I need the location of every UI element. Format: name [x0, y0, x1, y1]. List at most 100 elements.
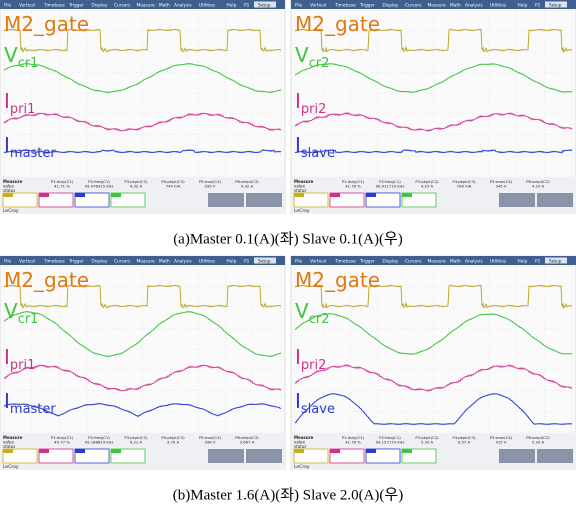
menu-item: P1: [535, 2, 541, 8]
menu-item: Help: [227, 258, 237, 264]
menu-item: P1: [244, 258, 250, 264]
measure-value: 99.188814 kHz: [85, 440, 114, 445]
measure-value: 5.33 A: [532, 440, 545, 445]
menu-item: File: [4, 258, 12, 264]
channel-tab: [111, 449, 121, 453]
signal-label-sub: pri1: [10, 102, 35, 117]
channel-tab: [330, 193, 340, 197]
menu-item: Vertical: [19, 258, 35, 264]
measure-value: 40.77 %: [54, 440, 70, 445]
measure-value: 4.23 A: [421, 184, 434, 189]
measure-value: 41.76 %: [345, 440, 361, 445]
measure-value: 3.667 A: [240, 440, 255, 445]
measure-value: 4.32 A: [130, 184, 143, 189]
brand: LeCroy: [294, 208, 310, 214]
measure-value: 41.71 %: [54, 184, 70, 189]
menu-item: Display: [92, 258, 108, 264]
measure-value: 99.976415 kHz: [85, 184, 114, 189]
menu-item: Setup: [549, 2, 562, 8]
menu-item: Timebase: [334, 258, 356, 264]
menu-item: Utilities: [490, 2, 507, 8]
timebase-box: [499, 449, 535, 463]
measure-value: 99.157173 kHz: [376, 440, 405, 445]
trigger-box: [537, 193, 573, 207]
menu-item: P1: [244, 2, 250, 8]
menu-item: Math: [450, 258, 461, 264]
signal-label-main: V: [4, 43, 18, 67]
menu-item: Math: [159, 258, 170, 264]
channel-tab: [294, 193, 304, 197]
signal-label-sub: pri2: [301, 358, 326, 373]
menu-item: Utilities: [199, 258, 216, 264]
signal-label-sub: master: [10, 402, 56, 417]
scope-screenshot: FileVerticalTimebaseTriggerDisplayCursor…: [0, 256, 285, 470]
channel-tab: [111, 193, 121, 197]
signal-label: M2_gate: [295, 268, 380, 292]
menu-item: Vertical: [19, 2, 35, 8]
signal-label: M2_gate: [4, 12, 89, 36]
channel-tab: [366, 449, 376, 453]
channel-tab: [366, 193, 376, 197]
menu-item: P1: [535, 258, 541, 264]
signal-label-sub: master: [10, 146, 56, 161]
menu-item: Help: [518, 258, 528, 264]
trigger-box: [246, 193, 282, 207]
timebase-box: [499, 193, 535, 207]
measure-row-label: status: [3, 188, 15, 193]
menu-item: Cursors: [114, 2, 131, 8]
channel-tab: [75, 193, 85, 197]
channel-tab: [402, 193, 412, 197]
measure-value: 4.23 A: [532, 184, 545, 189]
signal-label-main: M2_gate: [295, 268, 380, 292]
measure-value: 398 V: [204, 440, 215, 445]
measure-row-label: status: [3, 444, 15, 449]
measure-value: 6.21 A: [130, 440, 143, 445]
menu-item: Cursors: [405, 2, 422, 8]
signal-label-main: V: [295, 43, 309, 67]
measure-value: 99.911710 kHz: [376, 184, 405, 189]
menu-item: Analysis: [174, 258, 192, 264]
measure-row-label: status: [294, 444, 306, 449]
signal-label-sub: pri1: [10, 358, 35, 373]
measure-value: 41.76 %: [345, 184, 361, 189]
measure-value: 796 mA: [457, 184, 472, 189]
menu-item: Trigger: [359, 258, 375, 264]
measure-row-label: status: [294, 188, 306, 193]
menu-item: File: [295, 258, 303, 264]
menu-item: Setup: [258, 258, 271, 264]
menu-item: Display: [383, 2, 399, 8]
timebase-box: [208, 449, 244, 463]
menu-item: Analysis: [465, 2, 483, 8]
signal-label-main: V: [295, 299, 309, 323]
menu-item: Trigger: [359, 2, 375, 8]
signal-label-sub: cr1: [18, 56, 39, 71]
signal-label-main: V: [4, 299, 18, 323]
signal-label-main: M2_gate: [295, 12, 380, 36]
menu-item: Analysis: [174, 2, 192, 8]
channel-tab: [3, 449, 13, 453]
caption: (a)Master 0.1(A)(좌) Slave 0.1(A)(우): [173, 230, 403, 247]
channel-tab: [75, 449, 85, 453]
menu-item: Utilities: [199, 2, 216, 8]
caption: (b)Master 1.6(A)(좌) Slave 2.0(A)(우): [173, 486, 403, 503]
menu-item: Display: [92, 2, 108, 8]
menu-item: Measure: [428, 258, 447, 264]
channel-tab: [330, 449, 340, 453]
signal-label: M2_gate: [4, 268, 89, 292]
measure-value: 3.70 A: [167, 440, 180, 445]
brand: LeCroy: [3, 464, 19, 470]
menu-item: Setup: [549, 258, 562, 264]
measure-value: 415 V: [495, 440, 506, 445]
menu-item: File: [295, 2, 303, 8]
measure-value: 744 mA: [166, 184, 181, 189]
menu-item: Math: [450, 2, 461, 8]
menu-item: Cursors: [405, 258, 422, 264]
signal-label-sub: cr2: [309, 312, 330, 327]
menu-item: Vertical: [310, 258, 326, 264]
menu-item: Setup: [258, 2, 271, 8]
menu-item: Measure: [137, 2, 156, 8]
menu-item: Display: [383, 258, 399, 264]
measure-value: 345 V: [495, 184, 506, 189]
menu-item: Help: [227, 2, 237, 8]
